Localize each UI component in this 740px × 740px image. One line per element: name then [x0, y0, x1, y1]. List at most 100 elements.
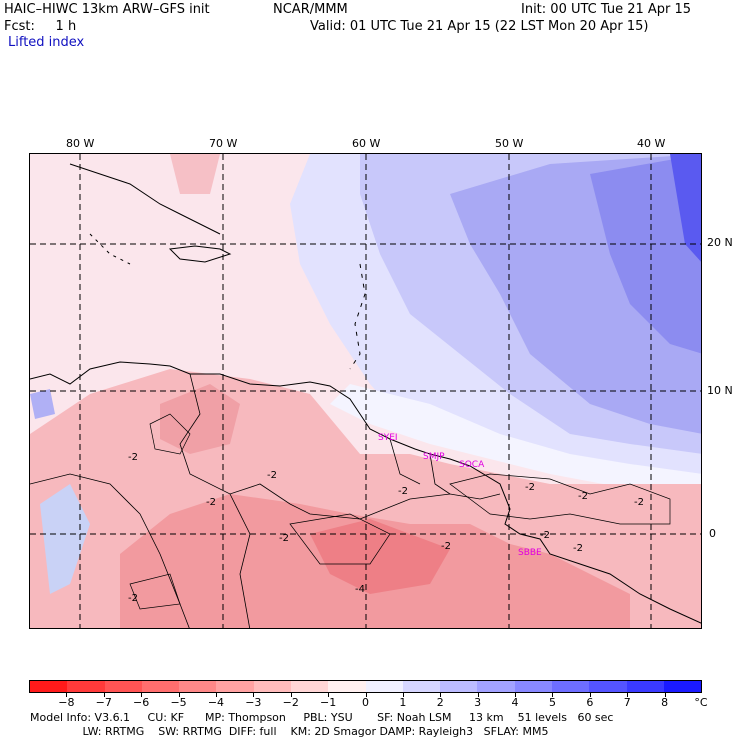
lon-label-80w: 80 W [66, 137, 95, 150]
colorbar-tick-label: −6 [133, 696, 150, 709]
colorbar-tick-label: −7 [95, 696, 112, 709]
colorbar-tick-label: 6 [586, 696, 594, 709]
colorbar-swatch [328, 681, 366, 692]
map-canvas [30, 154, 701, 628]
field-pale-band [330, 384, 701, 494]
contour-label: -4 [355, 584, 365, 595]
colorbar-tick-label: 8 [661, 696, 669, 709]
model-title: HAIC–HIWC 13km ARW–GFS init [4, 2, 210, 17]
lon-label-40w: 40 W [637, 137, 666, 150]
colorbar-tick-label: 4 [511, 696, 519, 709]
contour-label: -2 [525, 482, 535, 493]
contours [129, 413, 671, 610]
border-suriname [429, 453, 451, 495]
colorbar-tick [141, 693, 143, 697]
colorbar-swatch [290, 681, 329, 692]
colorbar-swatch [216, 681, 254, 692]
contour-label: -2 [578, 491, 588, 502]
lon-label-70w: 70 W [209, 137, 238, 150]
colorbar-swatch [365, 681, 403, 692]
colorbar-tick [589, 693, 591, 697]
contour-label: -2 [267, 470, 277, 481]
colorbar-tick-label: −1 [320, 696, 337, 709]
field-name: Lifted index [8, 35, 85, 50]
colorbar-tick [328, 693, 330, 697]
colorbar-swatch [402, 681, 441, 692]
colorbar-swatch [104, 681, 142, 692]
border-peru-brazil [229, 493, 251, 628]
colorbar-tick [215, 693, 217, 697]
colorbar [29, 680, 702, 693]
lat-label-equator: 0 [709, 527, 716, 540]
colorbar-tick [664, 693, 666, 697]
colorbar-tick [515, 693, 517, 697]
colorbar-swatch [663, 681, 702, 692]
contour-label: -2 [441, 541, 451, 552]
cuba-coast [69, 163, 221, 235]
colorbar-tick [103, 693, 105, 697]
colorbar-tick-label: −3 [245, 696, 262, 709]
station-label: SMJP [423, 452, 445, 462]
station-label: SYEI [378, 433, 398, 443]
colorbar-tick-label: 0 [362, 696, 369, 709]
model-info-line1: Model Info: V3.6.1 CU: KF MP: Thompson P… [30, 711, 614, 724]
colorbar-tick [66, 693, 68, 697]
colorbar-swatch [253, 681, 291, 692]
contour-label: -2 [206, 497, 216, 508]
colorbar-tick [253, 693, 255, 697]
colorbar-swatch [179, 681, 217, 692]
contour-1 [149, 413, 191, 455]
coastlines [30, 163, 701, 624]
lat-label-10n: 10 N [707, 384, 733, 397]
lon-label-50w: 50 W [495, 137, 524, 150]
colorbar-swatch [514, 681, 552, 692]
contour-label: -2 [398, 486, 408, 497]
colorbar-tick [365, 693, 367, 697]
border-guyana [389, 438, 421, 485]
colorbar-tick-label: −8 [58, 696, 75, 709]
colorbar-tick [402, 693, 404, 697]
colorbar-swatch [589, 681, 627, 692]
colorbar-swatch [551, 681, 590, 692]
contour-label: -2 [573, 543, 583, 554]
colorbar-tick-label: 2 [436, 696, 444, 709]
contour-label: -2 [279, 533, 289, 544]
forecast-hour: Fcst: 1 h [4, 19, 77, 34]
colorbar-tick [552, 693, 554, 697]
field-blue-max [670, 154, 701, 262]
field-blue-panama [30, 389, 55, 419]
station-label: SOCA [459, 460, 485, 470]
colorbar-unit: °C [694, 696, 708, 709]
contour-4 [129, 573, 181, 610]
colorbar-tick [627, 693, 629, 697]
colorbar-tick-label: 3 [474, 696, 482, 709]
colorbar-swatch [440, 681, 478, 692]
init-time: Init: 00 UTC Tue 21 Apr 15 [521, 2, 692, 17]
colorbar-swatch [141, 681, 180, 692]
south-america-coast [30, 361, 701, 624]
graticule [30, 154, 701, 628]
colorbar-tick [178, 693, 180, 697]
colorbar-tick-label: 5 [548, 696, 556, 709]
field-blue-andes [40, 484, 90, 594]
colorbar-tick-label: 1 [399, 696, 407, 709]
lon-label-60w: 60 W [352, 137, 381, 150]
lifted-index-map [29, 153, 702, 629]
colorbar-tick [440, 693, 442, 697]
contour-label: -2 [128, 452, 138, 463]
contour-2 [449, 473, 671, 525]
model-info-line2: LW: RRTMG SW: RRTMG DIFF: full KM: 2D Sm… [30, 725, 549, 738]
lesser-antilles [349, 263, 366, 370]
colorbar-tick-label: −5 [170, 696, 187, 709]
contour-label: -2 [128, 593, 138, 604]
contour-label: -2 [540, 530, 550, 541]
colorbar-swatch [477, 681, 515, 692]
colorbar-tick-label: −4 [207, 696, 225, 709]
colorbar-tick [477, 693, 479, 697]
field-blue-deep [590, 154, 701, 354]
colorbar-tick-label: −2 [282, 696, 299, 709]
lat-label-20n: 20 N [707, 236, 733, 249]
field-red-colombia [160, 384, 240, 454]
valid-time: Valid: 01 UTC Tue 21 Apr 15 (22 LST Mon … [310, 19, 649, 34]
caribbean-islands [89, 233, 131, 265]
